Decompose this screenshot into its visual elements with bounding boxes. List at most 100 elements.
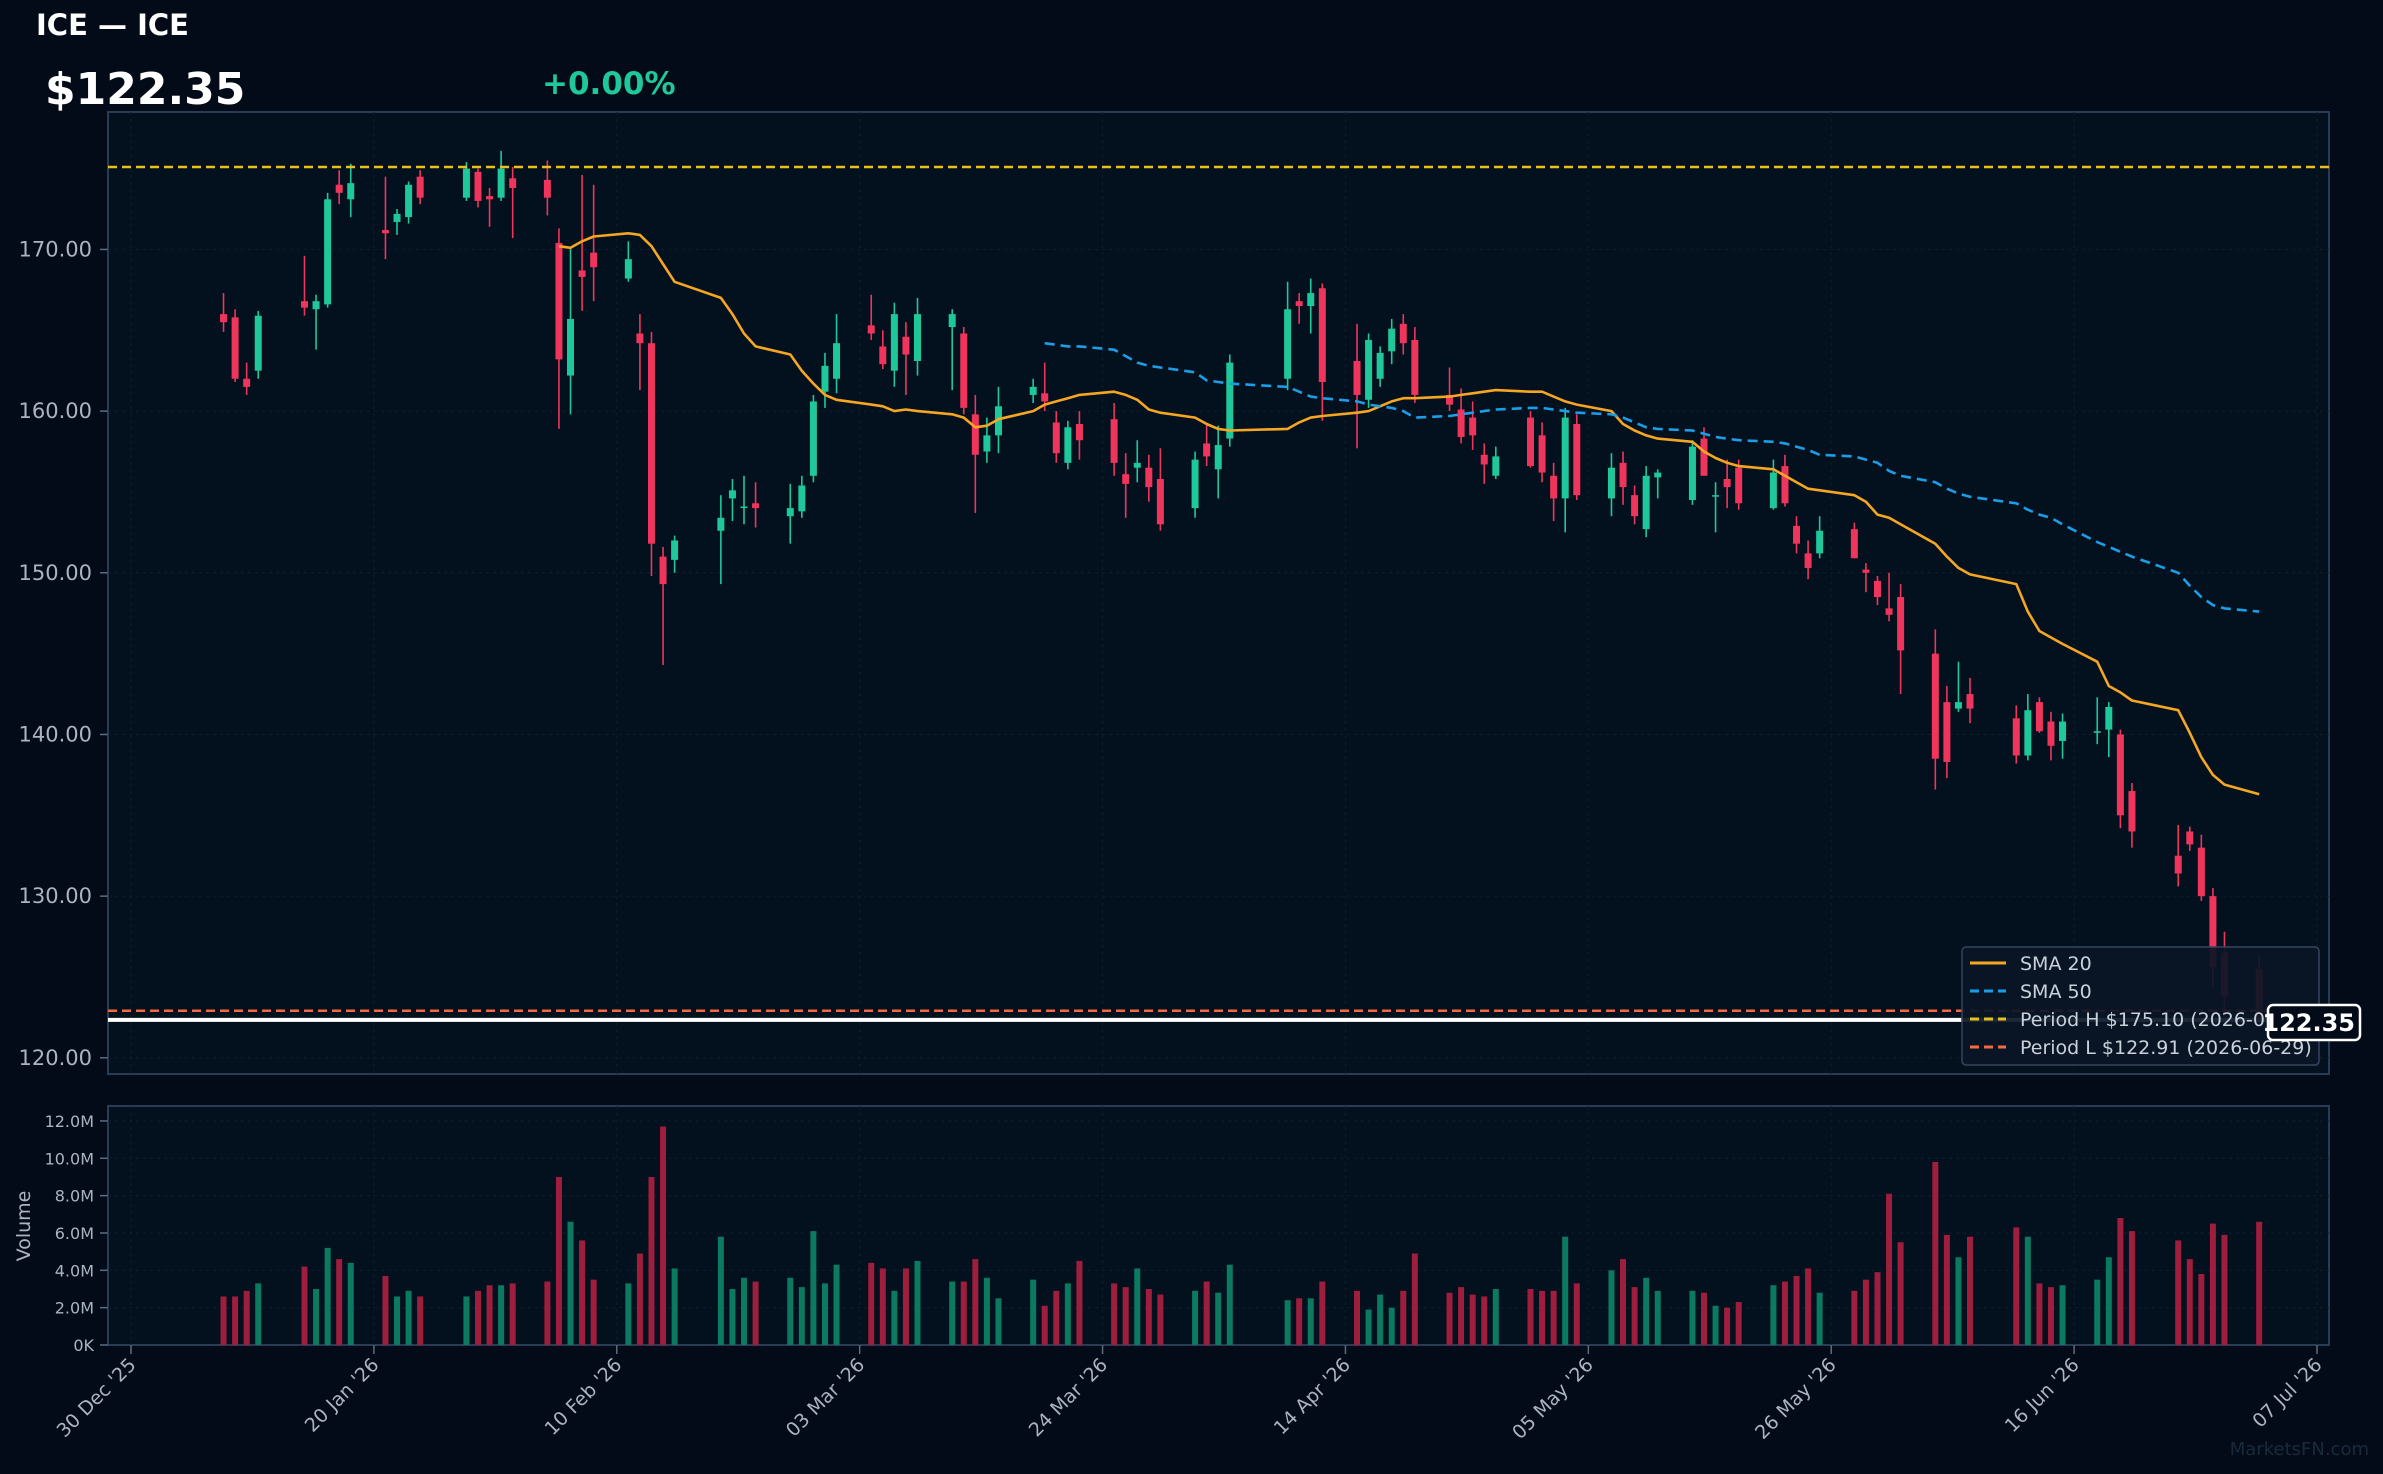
candle-body	[671, 540, 679, 560]
volume-bar	[255, 1283, 262, 1345]
volume-bar	[1805, 1268, 1812, 1345]
volume-bar	[648, 1176, 655, 1345]
volume-bar	[301, 1266, 308, 1345]
candle-body	[2059, 721, 2067, 741]
volume-bar	[2105, 1257, 2112, 1345]
price-axis-label: 160.00	[19, 399, 92, 423]
legend-label-sma20: SMA 20	[2020, 953, 2092, 975]
last-price-tag-text: 122.35	[2262, 1009, 2355, 1037]
candle-body	[1214, 445, 1222, 470]
volume-bar	[1284, 1300, 1291, 1345]
x-axis-label: 26 May '26	[1751, 1354, 1841, 1444]
volume-bar	[660, 1126, 667, 1345]
candle-body	[2035, 702, 2043, 732]
volume-bar	[1377, 1294, 1384, 1345]
volume-bar	[1943, 1234, 1950, 1345]
volume-bar	[1053, 1290, 1060, 1345]
candle-body	[1457, 409, 1465, 437]
x-axis-label: 14 Apr '26	[1270, 1354, 1355, 1439]
volume-bar	[1307, 1298, 1314, 1345]
volume-bar	[902, 1268, 909, 1345]
x-axis-label: 07 Jul '26	[2248, 1354, 2326, 1432]
candle-body	[1110, 419, 1118, 463]
volume-bar	[821, 1283, 828, 1345]
volume-bar	[1411, 1253, 1418, 1345]
candle-body	[2128, 791, 2136, 832]
candle-body	[243, 378, 251, 387]
volume-bar	[509, 1283, 516, 1345]
legend-label-period-high: Period H $175.10 (2026-01-26)	[2020, 1009, 2315, 1031]
candle-body	[1781, 466, 1789, 504]
volume-bar	[1296, 1298, 1303, 1345]
volume-bar	[810, 1231, 817, 1345]
volume-bar	[1724, 1307, 1731, 1345]
volume-bar	[1793, 1275, 1800, 1345]
volume-bar	[243, 1290, 250, 1345]
volume-bar	[1354, 1290, 1361, 1345]
volume-bar	[1781, 1281, 1788, 1345]
volume-bar	[1689, 1290, 1696, 1345]
candle-body	[1550, 475, 1558, 499]
candle-body	[717, 517, 725, 531]
candle-body	[1804, 553, 1812, 568]
candle-body	[2093, 731, 2101, 733]
candle-body	[1527, 417, 1535, 467]
volume-bar	[463, 1296, 470, 1345]
volume-bar	[2117, 1218, 2124, 1345]
volume-bar	[1643, 1277, 1650, 1345]
candle-body	[1041, 393, 1049, 402]
volume-bar	[2256, 1221, 2263, 1345]
candle-body	[474, 171, 482, 201]
candle-body	[1700, 438, 1708, 476]
volume-bar	[1492, 1288, 1499, 1345]
candle-body	[2024, 710, 2032, 756]
volume-bar	[717, 1236, 724, 1345]
price-axis-label: 140.00	[19, 722, 92, 746]
volume-bar	[636, 1253, 643, 1345]
candle-body	[1052, 422, 1060, 454]
volume-bar	[2209, 1223, 2216, 1345]
candle-body	[381, 230, 389, 234]
candle-body	[1943, 702, 1951, 762]
volume-bar	[1886, 1193, 1893, 1345]
candle-body	[1642, 475, 1650, 530]
volume-axis-label: 12.0M	[45, 1112, 94, 1131]
volume-bar	[1874, 1272, 1881, 1345]
volume-bar	[1446, 1292, 1453, 1345]
candle-body	[1966, 694, 1974, 709]
candle-body	[960, 333, 968, 408]
volume-bar	[498, 1285, 505, 1345]
volume-bar	[798, 1287, 805, 1345]
candle-body	[2105, 706, 2113, 730]
candle-body	[983, 435, 991, 452]
volume-bar	[983, 1277, 990, 1345]
candle-body	[1931, 653, 1939, 759]
volume-bar	[2036, 1283, 2043, 1345]
volume-bar	[1111, 1283, 1118, 1345]
candle-body	[1399, 323, 1407, 344]
candle-body	[1064, 427, 1072, 463]
volume-bar	[752, 1281, 759, 1345]
volume-bar	[555, 1176, 562, 1345]
candle-body	[1688, 446, 1696, 501]
volume-bar	[891, 1290, 898, 1345]
volume-bar	[1539, 1290, 1546, 1345]
volume-bar	[1631, 1287, 1638, 1345]
volume-bar	[1770, 1285, 1777, 1345]
volume-bar	[232, 1296, 239, 1345]
x-axis-label: 20 Jan '26	[301, 1354, 384, 1437]
candle-body	[659, 556, 667, 585]
candle-body	[1631, 495, 1639, 517]
volume-bar	[1955, 1257, 1962, 1345]
candle-body	[1723, 479, 1731, 488]
candle-body	[254, 315, 262, 371]
volume-bar	[1203, 1281, 1210, 1345]
volume-bar	[544, 1281, 551, 1345]
candle-body	[752, 503, 760, 509]
volume-bar	[2047, 1287, 2054, 1345]
volume-bar	[1481, 1296, 1488, 1345]
volume-bar	[1134, 1268, 1141, 1345]
volume-bar	[1620, 1259, 1627, 1345]
candle-body	[1365, 339, 1373, 400]
